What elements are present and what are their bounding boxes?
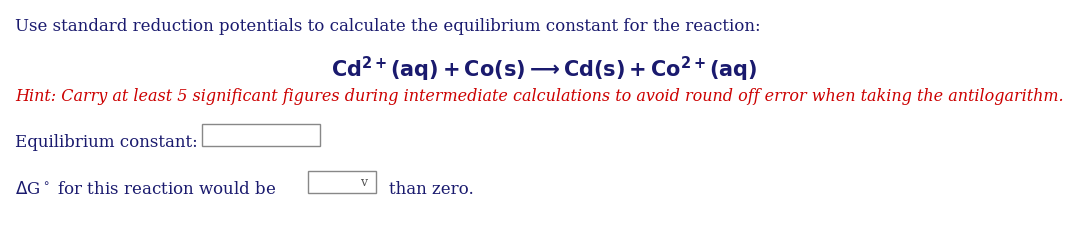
Bar [202,124,320,146]
Text: Use standard reduction potentials to calculate the equilibrium constant for the : Use standard reduction potentials to cal… [15,18,761,35]
Text: than zero.: than zero. [390,181,473,198]
Text: v: v [360,176,368,188]
Bar [308,171,376,193]
Text: Hint: Carry at least 5 significant figures during intermediate calculations to a: Hint: Carry at least 5 significant figur… [15,88,1064,105]
Text: $\mathbf{Cd^{2+}(aq) + Co(s){\longrightarrow}Cd(s) + Co^{2+}(aq)}$: $\mathbf{Cd^{2+}(aq) + Co(s){\longrighta… [331,55,757,84]
Text: $\Delta$G$^\circ$ for this reaction would be: $\Delta$G$^\circ$ for this reaction woul… [15,181,276,198]
Text: Equilibrium constant:: Equilibrium constant: [15,134,198,151]
